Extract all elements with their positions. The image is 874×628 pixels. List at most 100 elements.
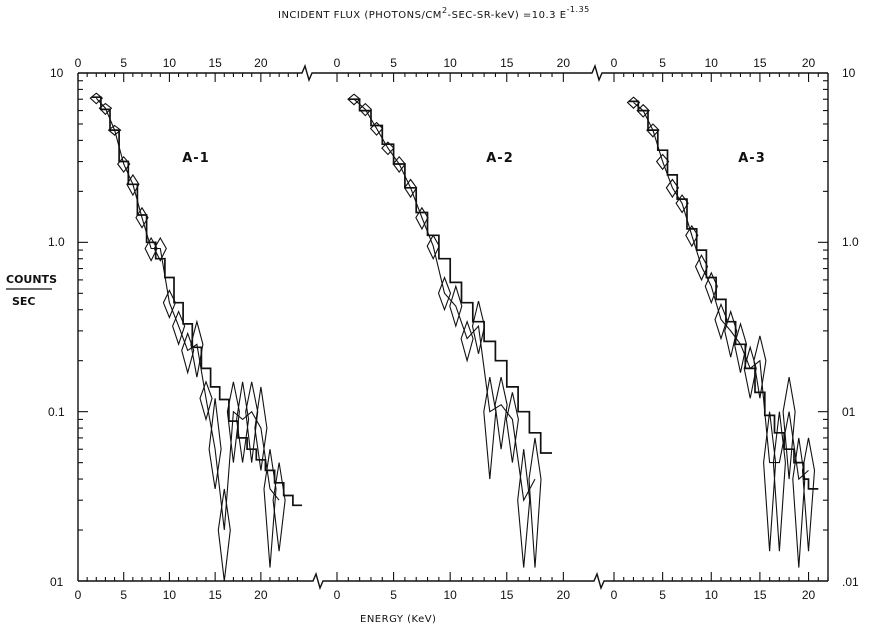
- data-point-diamond: [208, 398, 222, 489]
- title-superscript-1: 2: [442, 6, 448, 15]
- x-tick-label-bottom: 10: [443, 588, 457, 602]
- data-point-diamond: [89, 92, 104, 105]
- x-axis-label: ENERGY (KeV): [360, 614, 436, 625]
- panel-a3: 0 0 5 5 10 10 15 15 20 20 A-3: [611, 56, 829, 602]
- right-y-tick-label: 10: [842, 66, 856, 80]
- data-point-diamond: [217, 488, 231, 582]
- data-point-diamond: [245, 381, 259, 463]
- data-point-diamond: [733, 321, 748, 373]
- diamond-connector-line: [353, 98, 536, 502]
- data-point-diamond: [403, 178, 418, 199]
- data-point-diamond: [517, 449, 531, 568]
- data-point-diamond: [144, 236, 158, 262]
- data-point-diamond: [460, 320, 474, 363]
- left-y-tick-label: 01: [50, 575, 64, 589]
- title-superscript-2: -1.35: [567, 5, 590, 14]
- panel-a1: 0 0 5 5 10 10 15 15 20 20 A-1: [75, 56, 302, 602]
- data-point-diamond: [505, 392, 519, 463]
- data-point-diamond: [772, 411, 786, 552]
- left-y-tick-label: 1.0: [48, 235, 65, 249]
- y-label-denominator: SEC: [12, 295, 36, 308]
- data-point-diamond: [254, 386, 268, 471]
- data-point-diamond: [636, 103, 650, 118]
- plot-frame: [77, 63, 829, 591]
- data-point-diamond: [471, 300, 486, 354]
- data-point-diamond: [763, 411, 777, 552]
- data-point-diamond: [181, 331, 195, 375]
- data-point-diamond: [226, 381, 240, 463]
- x-tick-label-top: 5: [659, 56, 666, 70]
- right-y-axis: 10 1.0 01 .01: [842, 66, 859, 589]
- data-point-diamond: [528, 437, 542, 568]
- panel-label: A-2: [486, 151, 514, 166]
- data-point-diamond: [437, 275, 452, 312]
- panel-label: A-1: [182, 151, 210, 166]
- x-tick-label-top: 15: [208, 56, 222, 70]
- x-tick-label-bottom: 15: [500, 588, 514, 602]
- x-tick-label-top: 15: [753, 56, 767, 70]
- x-tick-label-bottom: 0: [75, 588, 82, 602]
- step-series-line: [628, 100, 819, 490]
- data-point-diamond: [782, 377, 796, 480]
- x-tick-label-bottom: 10: [705, 588, 719, 602]
- data-point-diamond: [117, 155, 131, 174]
- x-tick-label-top: 20: [254, 56, 268, 70]
- y-axis-label: COUNTS SEC: [6, 273, 57, 308]
- x-tick-label-bottom: 20: [254, 588, 268, 602]
- data-point-diamond: [381, 141, 395, 156]
- data-point-diamond: [415, 206, 429, 231]
- data-point-diamond: [801, 437, 816, 552]
- x-tick-label-bottom: 15: [208, 588, 222, 602]
- x-tick-label-bottom: 0: [611, 588, 618, 602]
- x-tick-label-top: 10: [705, 56, 719, 70]
- data-point-diamond: [483, 377, 497, 480]
- data-point-diamond: [675, 194, 689, 214]
- data-point-diamond: [704, 271, 718, 305]
- data-point-diamond: [665, 178, 680, 199]
- x-tick-label-top: 15: [500, 56, 514, 70]
- data-point-diamond: [162, 289, 177, 319]
- data-point-diamond: [126, 173, 140, 197]
- data-point-diamond: [347, 93, 361, 106]
- x-tick-label-top: 20: [557, 56, 571, 70]
- data-point-diamond: [263, 449, 277, 568]
- step-series-line: [348, 98, 552, 454]
- data-point-diamond: [426, 234, 440, 260]
- data-point-diamond: [190, 319, 204, 378]
- figure-title: INCIDENT FLUX (PHOTONS/CM2-SEC-SR-keV) =…: [278, 5, 590, 21]
- x-tick-label-top: 10: [443, 56, 457, 70]
- panel-a2: 0 0 5 5 10 10 15 15 20 20 A-2: [334, 56, 571, 602]
- x-tick-label-bottom: 20: [802, 588, 816, 602]
- data-point-diamond: [792, 437, 806, 568]
- x-tick-label-top: 0: [334, 56, 341, 70]
- data-point-diamond: [135, 206, 149, 229]
- right-y-tick-label: 1.0: [842, 235, 859, 249]
- x-tick-label-bottom: 5: [120, 588, 127, 602]
- data-point-diamond: [358, 102, 373, 117]
- left-y-axis: 10 1.0 0.1 01: [48, 66, 65, 589]
- data-point-diamond: [646, 123, 660, 138]
- data-point-diamond: [626, 96, 641, 109]
- x-tick-label-bottom: 5: [390, 588, 397, 602]
- x-tick-label-bottom: 20: [557, 588, 571, 602]
- panel-label: A-3: [738, 151, 766, 166]
- data-point-diamond: [753, 335, 767, 399]
- data-point-diamond: [172, 310, 186, 347]
- x-tick-label-top: 10: [163, 56, 177, 70]
- title-prefix: INCIDENT FLUX (PHOTONS/CM: [278, 10, 442, 21]
- data-point-diamond: [655, 153, 670, 171]
- data-point-diamond: [107, 124, 122, 136]
- data-point-diamond: [98, 102, 113, 116]
- x-tick-label-bottom: 5: [659, 588, 666, 602]
- x-tick-label-top: 0: [75, 56, 82, 70]
- title-middle: -SEC-SR-keV) =10.3 E: [448, 10, 567, 21]
- left-y-tick-label: 10: [50, 66, 64, 80]
- right-y-tick-label: .01: [842, 575, 859, 589]
- data-point-diamond: [272, 462, 286, 552]
- data-point-diamond: [694, 254, 709, 282]
- x-tick-label-top: 5: [390, 56, 397, 70]
- diamond-connector-line: [633, 102, 809, 481]
- y-label-numerator: COUNTS: [6, 273, 57, 286]
- x-tick-label-bottom: 0: [334, 588, 341, 602]
